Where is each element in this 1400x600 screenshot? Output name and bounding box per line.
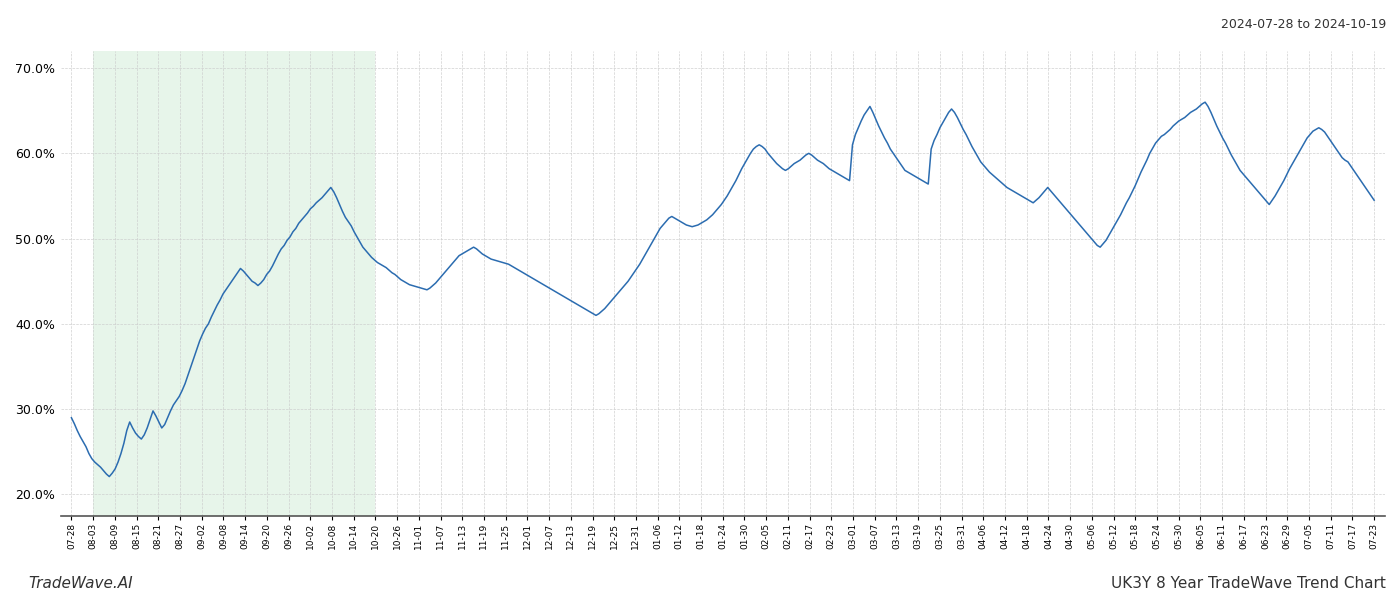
Text: UK3Y 8 Year TradeWave Trend Chart: UK3Y 8 Year TradeWave Trend Chart (1112, 576, 1386, 591)
Text: TradeWave.AI: TradeWave.AI (28, 576, 133, 591)
Text: 2024-07-28 to 2024-10-19: 2024-07-28 to 2024-10-19 (1221, 18, 1386, 31)
Bar (94, 51, 375, 516)
